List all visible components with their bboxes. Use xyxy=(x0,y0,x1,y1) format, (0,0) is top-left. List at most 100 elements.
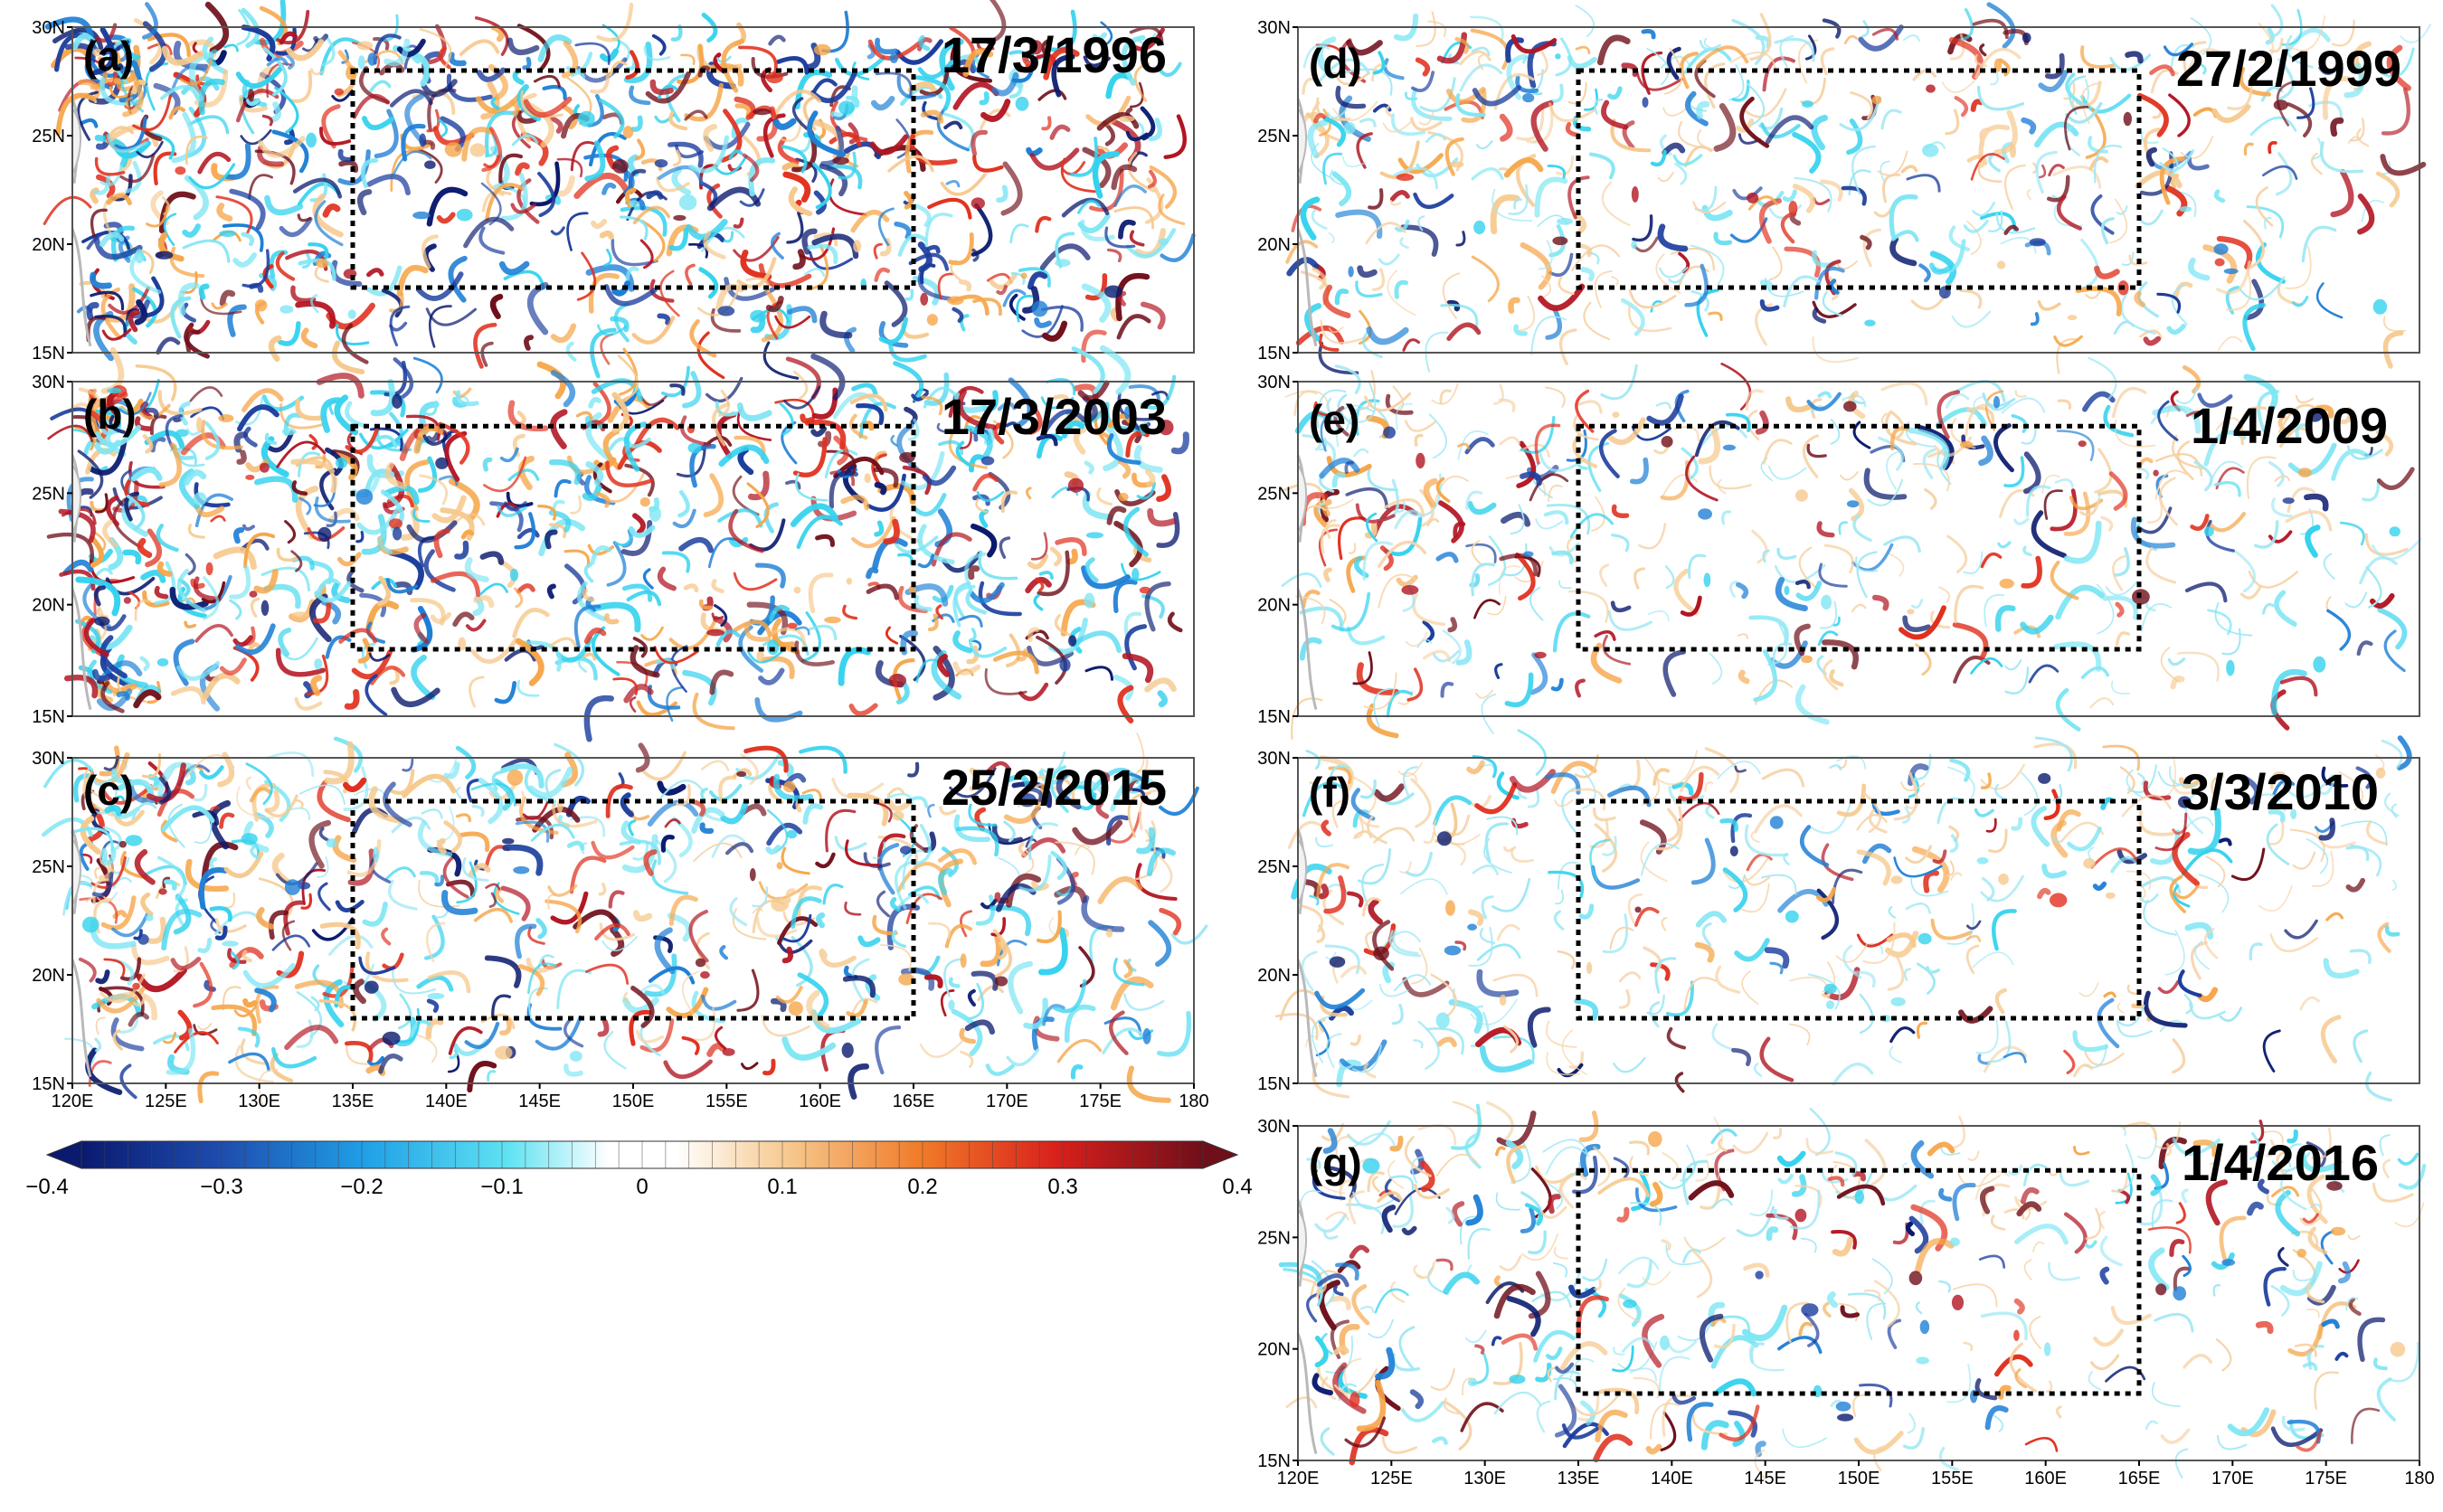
eddy-filament xyxy=(1316,863,1350,899)
eddy-filament xyxy=(657,165,704,185)
eddy-filament xyxy=(2052,835,2062,843)
eddy-filament xyxy=(894,222,912,240)
eddy-filament xyxy=(1893,771,1918,821)
eddy-filament xyxy=(2068,75,2087,115)
eddy-filament xyxy=(1820,179,1843,202)
eddy-filament xyxy=(90,535,104,568)
eddy-filament xyxy=(1036,910,1062,944)
eddy-filament xyxy=(1035,577,1045,592)
eddy-filament xyxy=(1975,1019,1999,1054)
eddy-filament xyxy=(1928,262,1954,275)
eddy-filament xyxy=(700,788,708,802)
eddy-filament xyxy=(1030,532,1048,561)
eddy-filament xyxy=(969,454,985,473)
eddy-filament xyxy=(1550,761,1597,794)
eddy-filament xyxy=(1503,846,1517,853)
eddy-blob xyxy=(749,868,756,882)
eddy-filament xyxy=(334,452,358,481)
eddy-filament xyxy=(1977,1054,1991,1065)
eddy-filament xyxy=(1425,133,1446,144)
eddy-filament xyxy=(1970,657,2003,675)
eddy-filament xyxy=(1528,1230,1547,1255)
eddy-filament xyxy=(2382,330,2404,369)
eddy-filament xyxy=(2088,356,2117,401)
eddy-filament xyxy=(1109,1010,1129,1055)
eddy-filament xyxy=(1073,427,1087,455)
eddy-filament xyxy=(1446,322,1482,341)
eddy-filament xyxy=(1719,1315,1751,1336)
eddy-filament xyxy=(2177,969,2202,997)
eddy-blob xyxy=(1951,1294,1965,1310)
eddy-filament xyxy=(1334,288,1349,306)
eddy-filament xyxy=(948,977,961,988)
eddy-filament xyxy=(1394,509,1425,530)
eddy-filament xyxy=(446,73,493,102)
eddy-filament xyxy=(975,894,996,926)
eddy-filament xyxy=(1349,1035,1361,1046)
eddy-blob xyxy=(899,452,915,463)
eddy-blob xyxy=(2155,1283,2167,1296)
eddy-filament xyxy=(1518,295,1536,332)
eddy-filament xyxy=(2275,152,2293,196)
eddy-blob xyxy=(1445,900,1455,916)
eddy-filament xyxy=(800,611,822,663)
eddy-filament xyxy=(1569,513,1614,539)
eddy-filament xyxy=(937,868,953,895)
eddy-filament xyxy=(2090,847,2139,869)
eddy-filament xyxy=(1385,105,1393,118)
eddy-filament xyxy=(2057,399,2072,410)
eddy-blob xyxy=(1703,572,1711,588)
eddy-filament xyxy=(461,857,489,882)
eddy-filament xyxy=(2246,205,2285,239)
eddy-filament xyxy=(2276,80,2296,127)
eddy-filament xyxy=(241,249,270,288)
eddy-filament xyxy=(972,155,1004,173)
eddy-filament xyxy=(1477,53,1485,71)
eddy-filament xyxy=(1346,39,1383,56)
eddy-filament xyxy=(404,93,427,146)
eddy-filament xyxy=(1739,96,1770,148)
eddy-filament xyxy=(1385,393,1414,415)
eddy-filament xyxy=(456,861,478,904)
lat-tick-label: 20N xyxy=(32,596,65,616)
eddy-filament xyxy=(489,146,510,191)
eddy-filament xyxy=(1558,580,1572,590)
eddy-blob xyxy=(1132,568,1140,581)
eddy-filament xyxy=(1628,288,1677,309)
eddy-filament xyxy=(1548,223,1566,258)
eddy-filament xyxy=(92,878,113,905)
eddy-filament xyxy=(1029,147,1080,171)
eddy-filament xyxy=(1110,775,1157,812)
eddy-filament xyxy=(1974,47,2022,80)
eddy-filament xyxy=(1742,88,1787,118)
eddy-filament xyxy=(236,449,247,465)
eddy-filament xyxy=(623,684,654,704)
eddy-filament xyxy=(1319,437,1328,451)
colorbar: −0.4 −0.3 −0.2 −0.1 0 0.1 0.2 0.3 0.4 xyxy=(25,1140,1253,1199)
eddy-filament xyxy=(215,195,253,234)
eddy-filament xyxy=(1859,1383,1893,1408)
eddy-filament xyxy=(923,372,950,406)
eddy-filament xyxy=(1662,474,1699,496)
eddy-filament xyxy=(77,449,104,499)
eddy-filament xyxy=(1820,47,1835,76)
eddy-blob xyxy=(2105,892,2116,899)
eddy-filament xyxy=(622,997,659,1014)
eddy-blob xyxy=(306,132,317,148)
eddy-filament xyxy=(417,456,438,493)
eddy-filament xyxy=(335,900,365,912)
eddy-filament xyxy=(1993,1414,2004,1432)
eddy-filament xyxy=(527,926,545,945)
eddy-blob xyxy=(335,457,348,468)
eddy-blob xyxy=(1837,1413,1854,1422)
eddy-filament xyxy=(527,962,558,995)
panel-c-eddy-field xyxy=(42,732,1208,1107)
eddy-filament xyxy=(754,562,786,589)
eddy-blob xyxy=(786,829,798,839)
lat-tick-label: 25N xyxy=(1257,484,1291,504)
eddy-filament xyxy=(1484,822,1509,864)
eddy-filament xyxy=(1468,926,1493,967)
eddy-filament xyxy=(356,189,373,216)
eddy-filament xyxy=(131,801,157,820)
eddy-filament xyxy=(1984,593,2005,628)
